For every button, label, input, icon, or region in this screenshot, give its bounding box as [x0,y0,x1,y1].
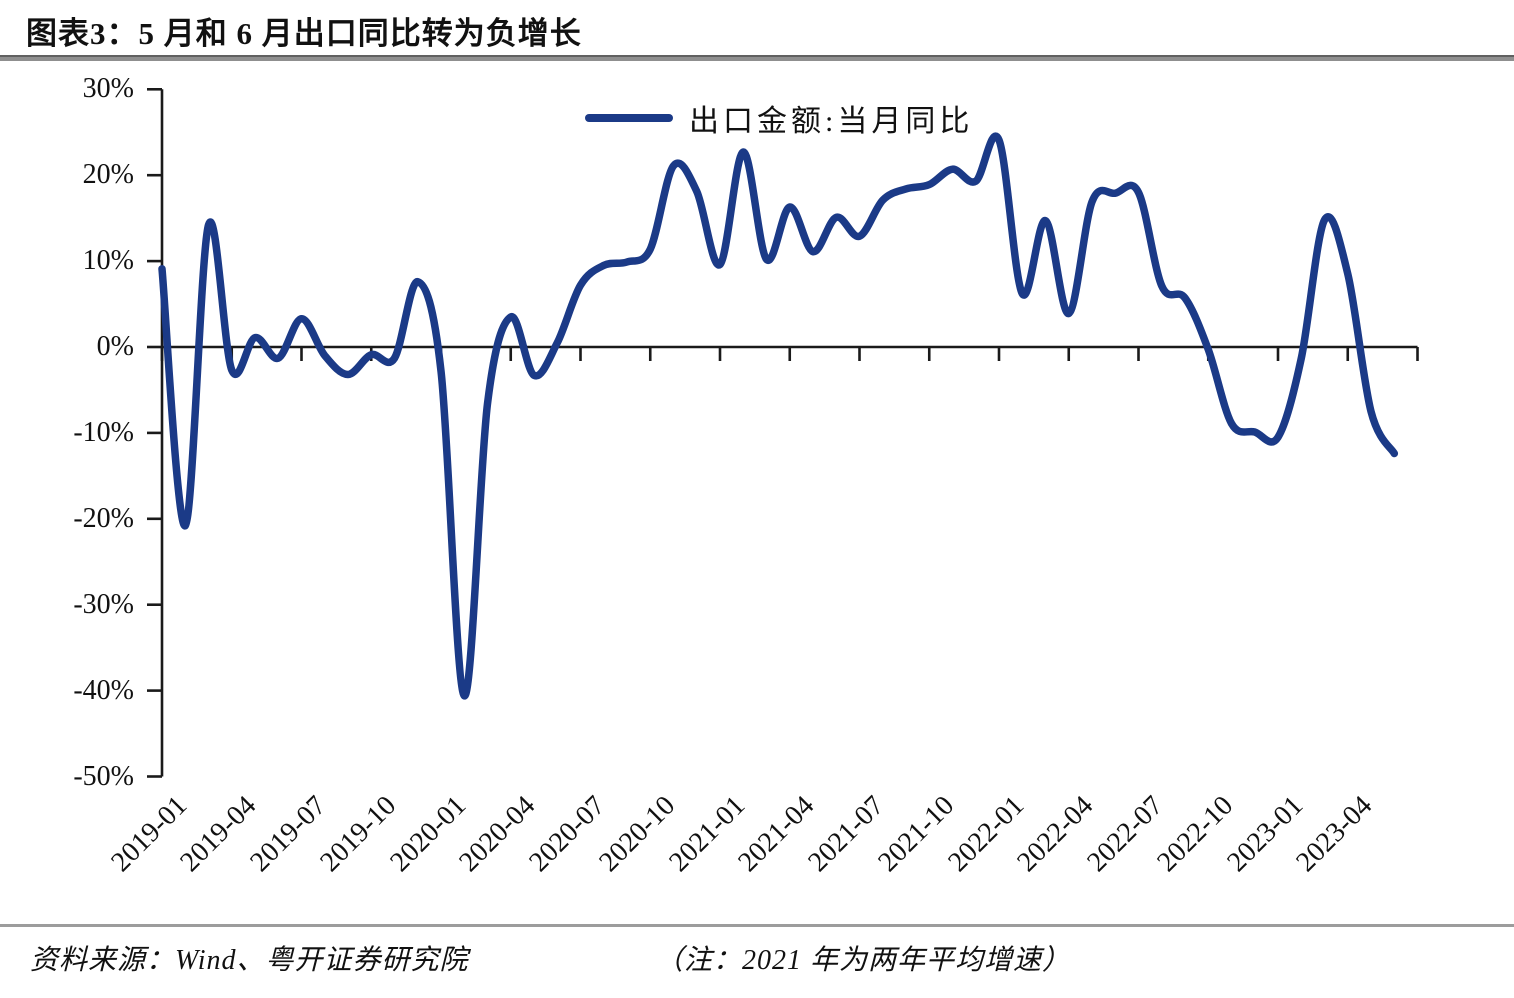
y-tick-label: -20% [73,502,134,534]
y-tick-label: -40% [73,674,134,706]
legend: 出口金额:当月同比 [585,96,973,140]
y-tick-label: -30% [73,588,134,620]
figure-title: 图表3：5 月和 6 月出口同比转为负增长 [26,16,582,51]
title-divider [0,55,1514,61]
y-tick-label: 0% [96,331,134,362]
series-line-export-yoy [158,132,1399,700]
footer-divider [0,924,1514,927]
y-tick-label: -50% [73,760,134,792]
legend-line-swatch [585,114,673,122]
y-tick-label: 20% [82,159,134,191]
note-text: （注：2021 年为两年平均增速） [655,945,1072,976]
y-tick-label: 10% [82,245,134,277]
source-text: 资料来源：Wind、粤开证券研究院 [30,945,469,976]
legend-series-label: 出口金额:当月同比 [689,105,974,138]
y-tick-label: 30% [82,73,134,105]
y-tick-label: -10% [73,416,134,448]
